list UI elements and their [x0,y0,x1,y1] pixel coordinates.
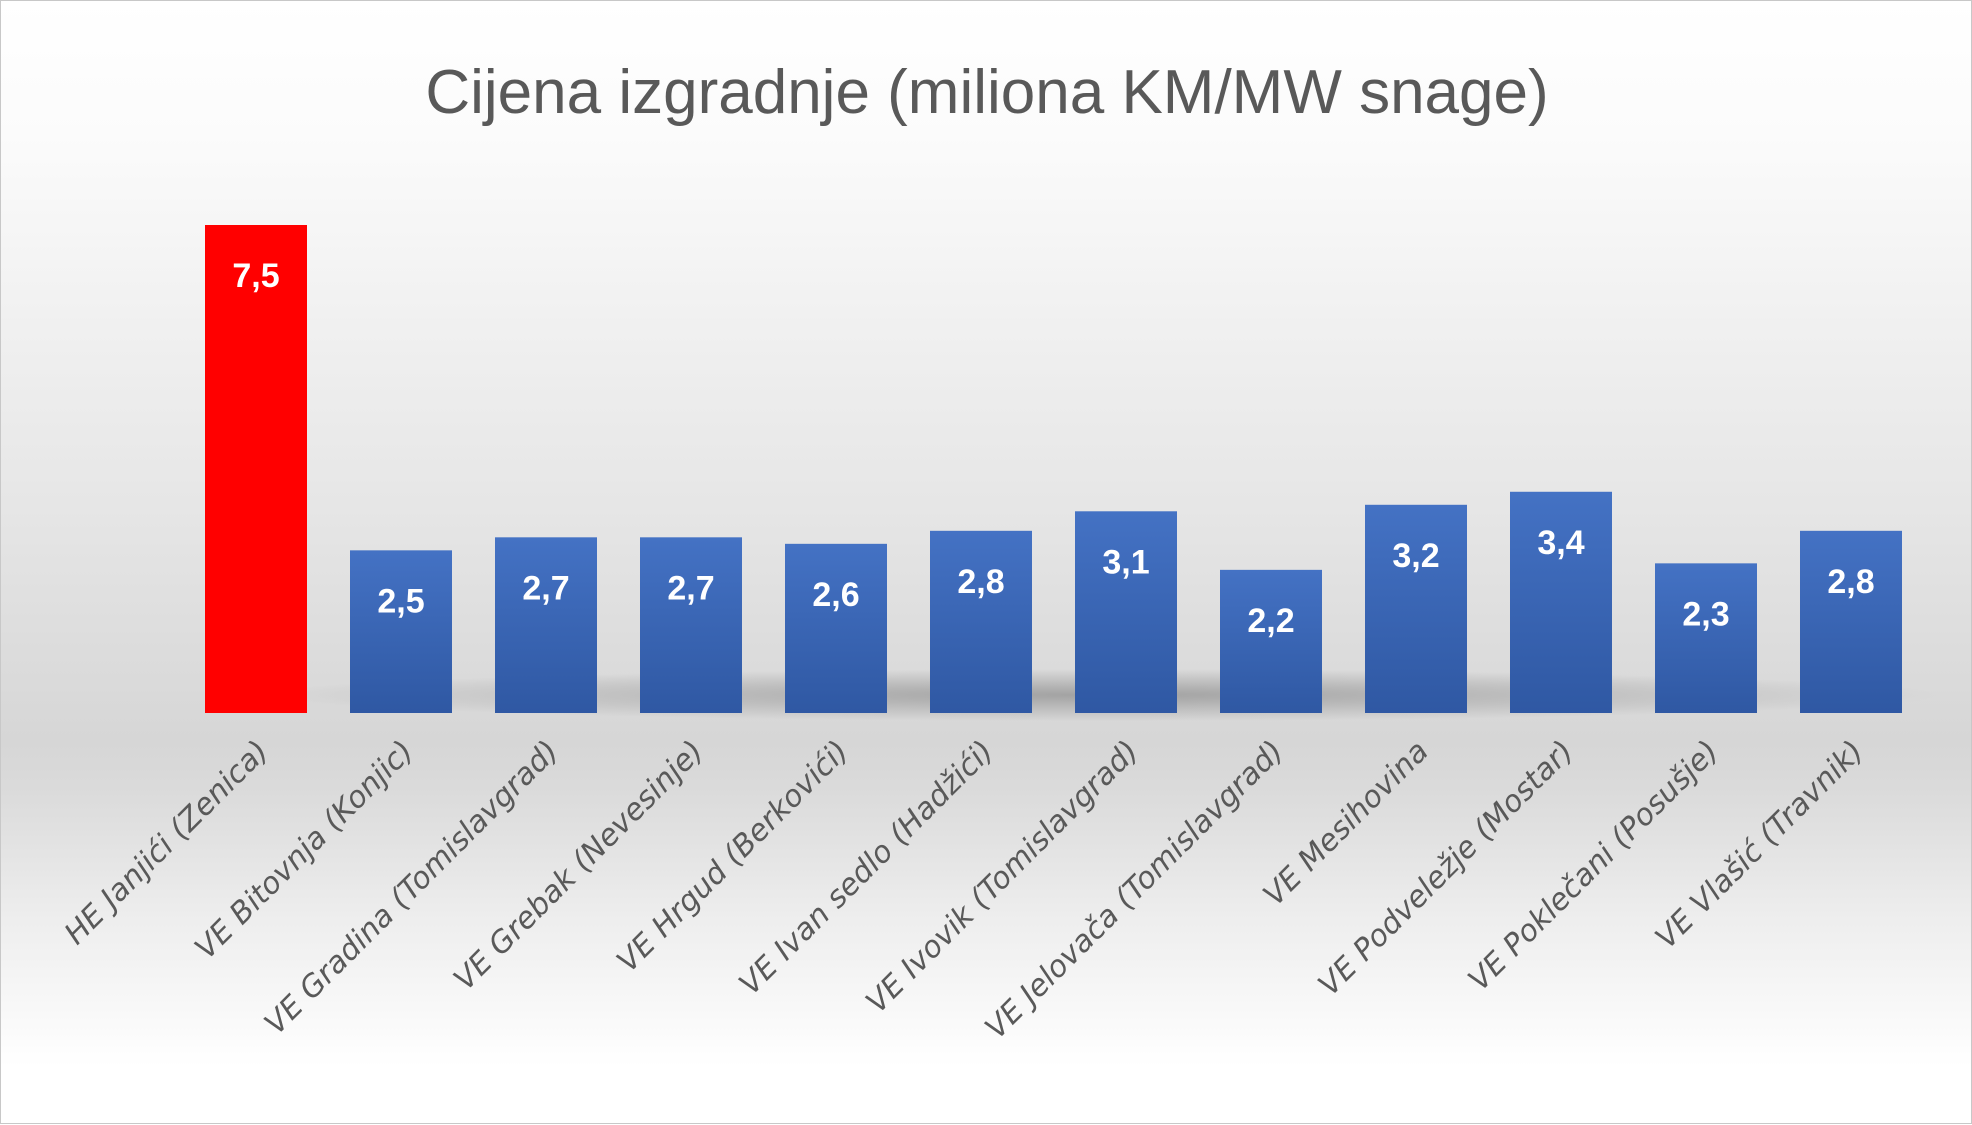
data-label-1: 2,5 [377,582,424,620]
data-label-7: 2,2 [1247,602,1294,640]
data-label-2: 2,7 [522,569,569,607]
category-label-3: VE Grebak (Nevesinje) [447,734,711,998]
chart-title: Cijena izgradnje (miliona KM/MW snage) [425,58,1548,127]
category-label-2: VE Gradina (Tomislavgrad) [258,734,566,1042]
data-label-3: 2,7 [667,569,714,607]
category-label-7: VE Jelovača (Tomislavgrad) [979,734,1291,1046]
data-label-6: 3,1 [1102,543,1149,581]
bar-0 [205,225,307,713]
bar-2 [495,537,597,713]
category-label-9: VE Podveležje (Mostar) [1312,734,1581,1003]
data-label-10: 2,3 [1682,595,1729,633]
category-label-4: VE Hrgud (Berkovići) [610,734,855,979]
data-label-5: 2,8 [957,563,1004,601]
bar-7 [1220,569,1322,713]
bar-8 [1365,504,1467,713]
data-label-4: 2,6 [812,576,859,614]
category-label-6: VE Ivovik (Tomislavgrad) [859,734,1145,1020]
category-label-5: VE Ivan sedlo (Hadžići) [733,734,1001,1002]
data-label-8: 3,2 [1392,537,1439,575]
bar-4 [785,543,887,713]
bar-11 [1800,530,1902,713]
bar-9 [1510,491,1612,713]
bar-5 [930,530,1032,713]
data-label-0: 7,5 [232,257,279,295]
bar-3 [640,537,742,713]
category-label-10: VE Poklečani (Posušje) [1462,734,1726,998]
data-label-9: 3,4 [1537,524,1584,562]
bar-6 [1075,511,1177,713]
bar-1 [350,550,452,713]
bar-10 [1655,563,1757,713]
data-label-11: 2,8 [1827,563,1874,601]
